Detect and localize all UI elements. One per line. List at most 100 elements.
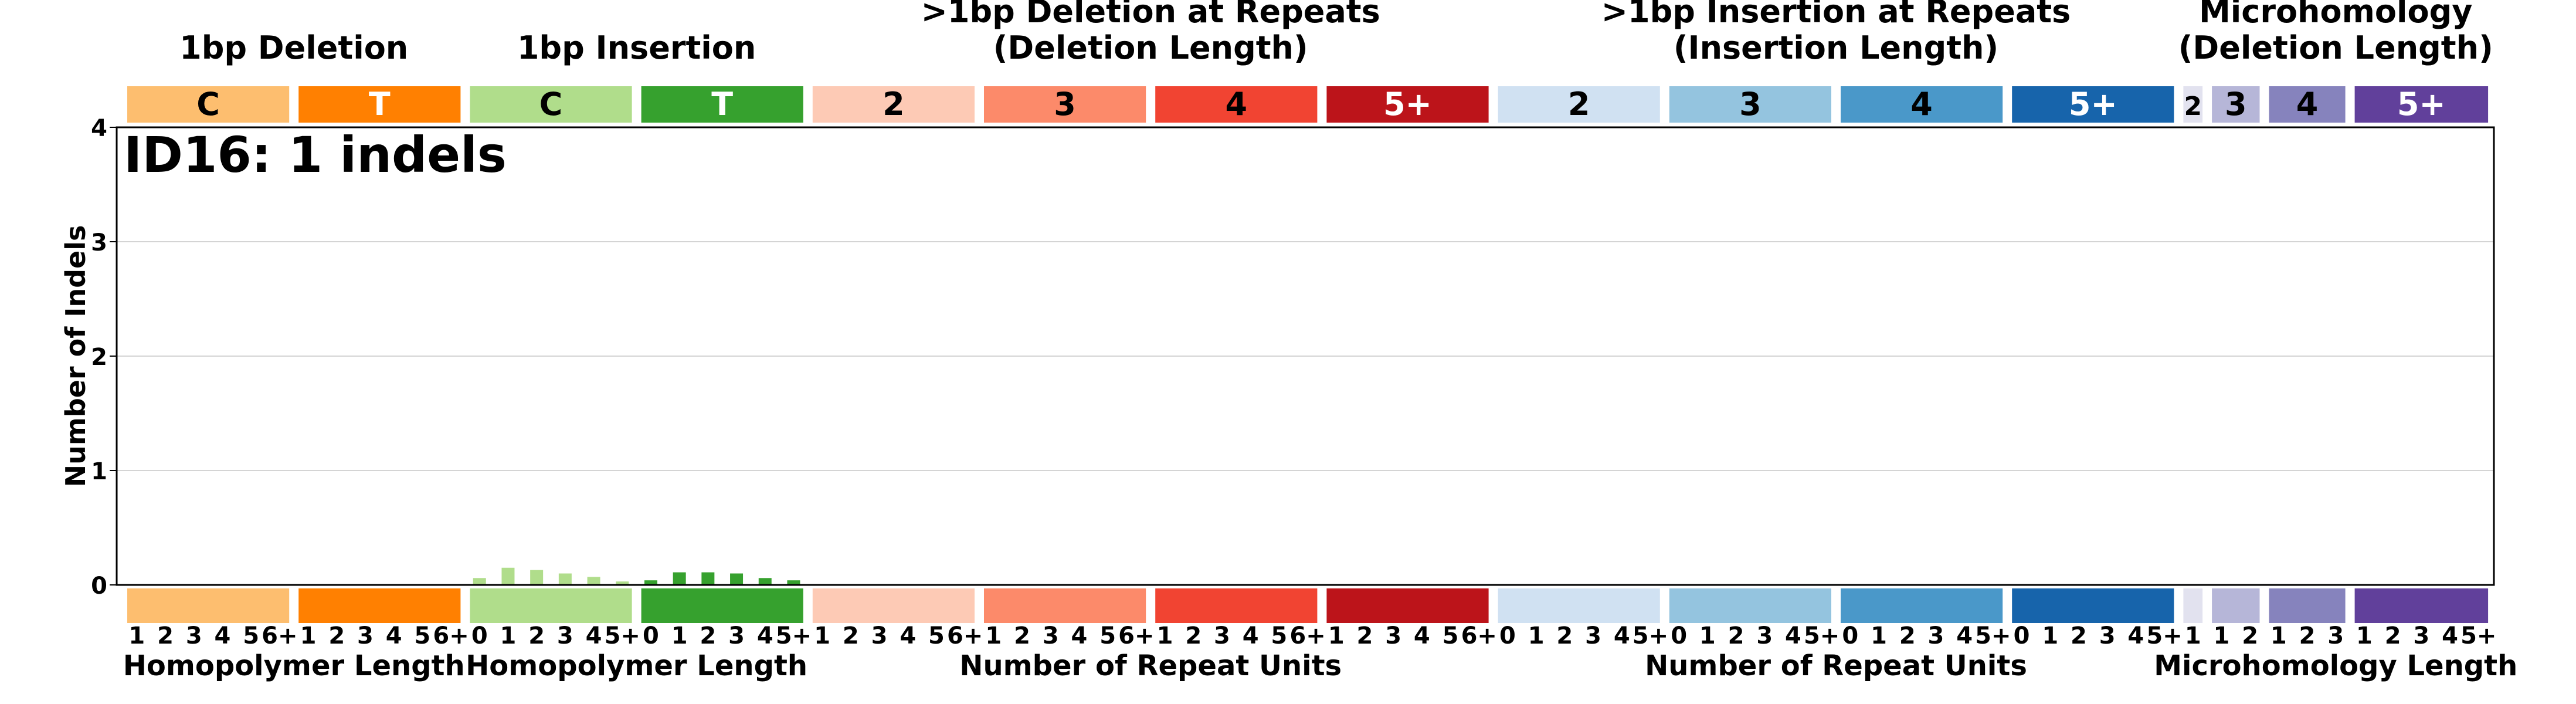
x-tick-label: 6+ xyxy=(433,622,469,649)
x-tick-label: 0 xyxy=(1671,622,1687,649)
category-strip-label: 5+ xyxy=(2069,86,2117,123)
group-title: (Deletion Length) xyxy=(2178,29,2493,66)
bar xyxy=(616,581,629,585)
x-tick-label: 4 xyxy=(1071,622,1088,649)
x-tick-label: 1 xyxy=(2270,622,2287,649)
category-strip-top xyxy=(1498,86,1660,123)
category-strip-top xyxy=(1155,86,1318,123)
x-tick-label: 2 xyxy=(1185,622,1202,649)
x-tick-label: 5 xyxy=(243,622,259,649)
x-tick-label: 5+ xyxy=(776,622,812,649)
x-tick-label: 5 xyxy=(1443,622,1459,649)
x-axis-label: Microhomology Length xyxy=(2154,649,2517,682)
x-tick-label: 2 xyxy=(1728,622,1745,649)
category-strip-label: T xyxy=(369,86,391,123)
group-title: 1bp Insertion xyxy=(517,29,756,66)
x-tick-label: 3 xyxy=(2413,622,2429,649)
group-title: (Insertion Length) xyxy=(1674,29,1998,66)
x-tick-label: 2 xyxy=(328,622,345,649)
category-strip-bottom xyxy=(1669,588,1831,623)
category-strip-bottom xyxy=(298,588,461,623)
x-tick-label: 4 xyxy=(1956,622,1973,649)
x-tick-label: 5+ xyxy=(605,622,640,649)
x-tick-label: 4 xyxy=(215,622,231,649)
bar xyxy=(787,580,800,585)
y-axis-ticks: 0 1 2 3 4 xyxy=(91,115,117,600)
x-tick-label: 1 xyxy=(128,622,145,649)
category-strip-top xyxy=(1326,86,1489,123)
x-tick-label: 3 xyxy=(1214,622,1230,649)
x-axis-labels: Homopolymer Length Homopolymer Length Numb… xyxy=(123,649,2518,682)
category-strip-top xyxy=(470,86,632,123)
x-tick-label: 1 xyxy=(2185,622,2201,649)
category-strip-label: C xyxy=(196,86,220,123)
x-tick-label: 5+ xyxy=(1633,622,1668,649)
group-titles: 1bp Deletion 1bp Insertion >1bp Deletion a… xyxy=(179,0,2493,66)
x-axis-label: Homopolymer Length xyxy=(466,649,807,682)
category-strip-top xyxy=(298,86,461,123)
category-strip-bottom xyxy=(2354,588,2489,623)
category-strip-top xyxy=(641,86,803,123)
x-tick-label: 1 xyxy=(1157,622,1173,649)
category-strip-bottom xyxy=(2183,588,2203,623)
bar xyxy=(701,572,715,585)
category-strip-top xyxy=(2269,86,2346,123)
x-tick-label: 3 xyxy=(186,622,202,649)
category-strips-top: C T C T 2 3 4 5+ 2 3 4 5+ 2 3 4 5+ xyxy=(127,86,2489,123)
x-tick-label: 4 xyxy=(386,622,402,649)
category-strip-label: 4 xyxy=(2296,86,2319,123)
x-tick-label: 5+ xyxy=(1975,622,2011,649)
bar xyxy=(730,573,744,585)
category-strip-top xyxy=(2012,86,2174,123)
x-tick-label: 4 xyxy=(1243,622,1259,649)
x-tick-label: 2 xyxy=(1014,622,1030,649)
x-tick-label: 2 xyxy=(2299,622,2316,649)
x-tick-label: 5 xyxy=(414,622,430,649)
category-strip-bottom xyxy=(127,588,290,623)
x-tick-label: 3 xyxy=(1928,622,1944,649)
y-tick-label: 1 xyxy=(91,458,107,485)
x-tick-label: 3 xyxy=(557,622,573,649)
group-title: >1bp Insertion at Repeats xyxy=(1601,0,2071,30)
x-tick-label: 5 xyxy=(1099,622,1116,649)
x-tick-label: 4 xyxy=(586,622,602,649)
x-tick-label: 3 xyxy=(1585,622,1601,649)
bar xyxy=(587,577,600,585)
x-tick-label: 6+ xyxy=(1461,622,1497,649)
y-tick-label: 3 xyxy=(91,229,107,256)
bar xyxy=(758,578,772,585)
category-strip-bottom xyxy=(1326,588,1489,623)
y-axis-label: Number of Indels xyxy=(60,225,91,488)
x-tick-label: 0 xyxy=(2014,622,2030,649)
bar xyxy=(673,572,686,585)
category-strip-label: 3 xyxy=(1739,86,1762,123)
group-title: >1bp Deletion at Repeats xyxy=(921,0,1380,30)
category-strip-top xyxy=(984,86,1146,123)
bar xyxy=(530,570,544,585)
x-tick-label: 1 xyxy=(985,622,1002,649)
x-tick-label: 4 xyxy=(900,622,916,649)
x-tick-label: 2 xyxy=(1899,622,1916,649)
category-strip-top xyxy=(2183,86,2203,123)
x-tick-label: 2 xyxy=(528,622,545,649)
bar xyxy=(473,578,486,585)
bars-layer xyxy=(216,567,800,585)
y-tick-label: 4 xyxy=(91,115,107,142)
x-tick-label: 2 xyxy=(843,622,859,649)
x-tick-label: 2 xyxy=(1357,622,1373,649)
x-tick-label: 1 xyxy=(2042,622,2058,649)
x-axis-label: Homopolymer Length xyxy=(123,649,465,682)
category-strip-label: 2 xyxy=(1568,86,1590,123)
x-tick-label: 1 xyxy=(2356,622,2373,649)
x-tick-label: 6+ xyxy=(1118,622,1154,649)
category-strip-label: 3 xyxy=(1054,86,1076,123)
category-strip-label: 5+ xyxy=(1383,86,1432,123)
chart-title: ID16: 1 indels xyxy=(124,126,507,184)
category-strips-bottom xyxy=(127,588,2489,623)
bar xyxy=(501,567,515,585)
y-tick-label: 2 xyxy=(91,344,107,371)
category-strip-bottom xyxy=(984,588,1146,623)
x-tick-label: 4 xyxy=(2127,622,2144,649)
x-tick-label: 0 xyxy=(1842,622,1858,649)
